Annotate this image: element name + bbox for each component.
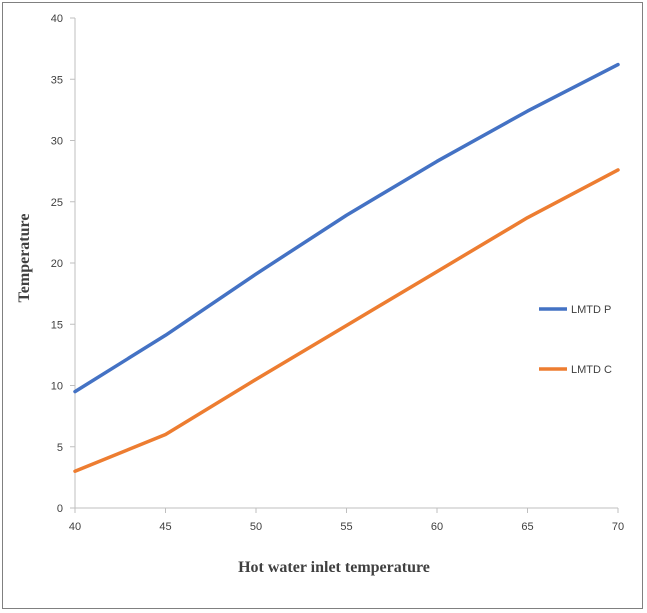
y-tick-label: 40 [51, 13, 63, 25]
y-tick-label: 15 [51, 319, 63, 331]
legend-label: LMTD C [571, 364, 612, 376]
series-line-lmtd-c [73, 168, 620, 473]
x-tick-label: 60 [431, 521, 443, 533]
series-layer [73, 62, 620, 473]
y-tick-label: 0 [57, 503, 63, 515]
y-tick-label: 25 [51, 197, 63, 209]
x-tick-label: 65 [521, 521, 533, 533]
legend-label: LMTD P [571, 304, 611, 316]
y-tick-label: 10 [51, 381, 63, 393]
y-tick-label: 5 [57, 442, 63, 454]
y-tick-label: 35 [51, 74, 63, 86]
x-axis-ticks: 40 45 50 55 60 65 70 [69, 508, 624, 533]
x-tick-label: 55 [340, 521, 352, 533]
y-axis-title: Temperature [16, 214, 33, 303]
x-tick-label: 70 [612, 521, 624, 533]
x-axis-title: Hot water inlet temperature [238, 559, 430, 576]
y-tick-label: 20 [51, 258, 63, 270]
x-tick-label: 40 [69, 521, 81, 533]
y-axis-ticks: 0 5 10 15 20 25 30 35 40 [51, 13, 75, 515]
legend: LMTD P LMTD C [539, 304, 612, 376]
y-tick-label: 30 [51, 136, 63, 148]
x-tick-label: 45 [159, 521, 171, 533]
series-line-lmtd-p [73, 62, 620, 394]
x-tick-label: 50 [250, 521, 262, 533]
